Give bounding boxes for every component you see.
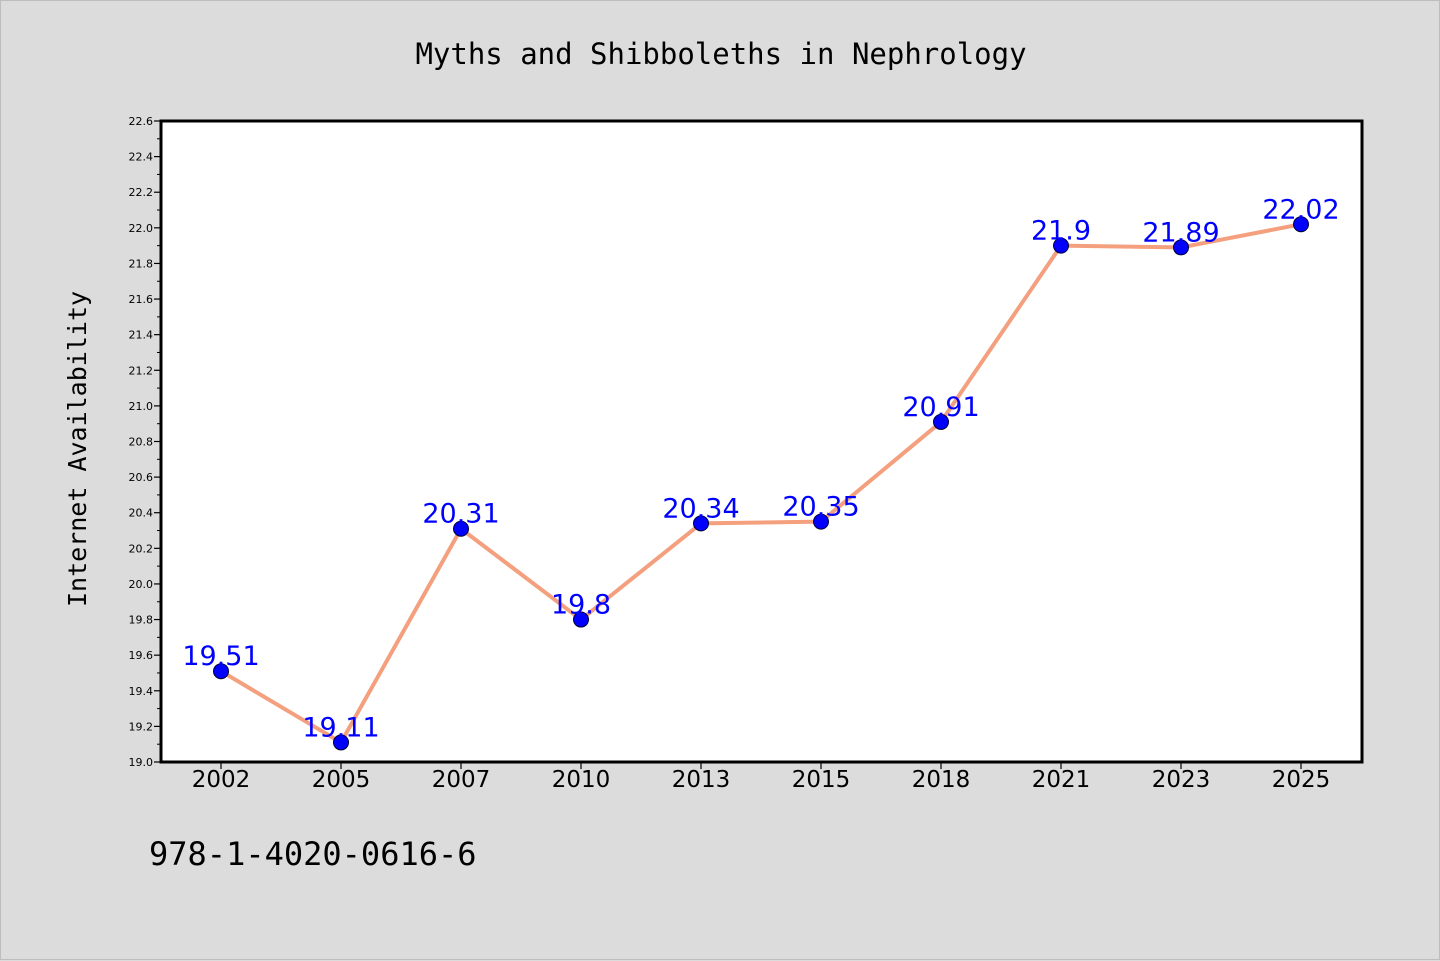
y-axis-label: Internet Availability [63,291,92,607]
data-point-marker [453,520,469,537]
x-tick-label: 2010 [552,767,611,793]
x-tick-label: 2021 [1032,767,1091,793]
data-point-marker [933,413,949,430]
y-tick-label: 19.0 [129,756,154,769]
data-point-marker [1293,216,1309,233]
y-tick-label: 20.4 [129,507,154,520]
y-tick-label: 22.0 [129,222,154,235]
plot-area [159,119,1364,764]
x-tick-label: 2007 [432,767,491,793]
data-point-marker [573,611,589,628]
y-tick-label: 21.0 [129,400,154,413]
y-tick-label: 20.6 [129,471,154,484]
data-label: 21.89 [1142,217,1219,248]
y-tick-label: 20.0 [129,578,154,591]
y-tick-label: 19.6 [129,649,154,662]
y-tick-label: 21.2 [129,364,154,377]
x-tick-label: 2002 [192,767,251,793]
x-tick-label: 2023 [1152,767,1211,793]
data-label: 21.9 [1031,216,1091,247]
y-tick-label: 19.2 [129,720,154,733]
data-label: 20.35 [782,492,859,523]
data-label: 19.8 [551,590,611,621]
isbn-text: 978-1-4020-0616-6 [149,835,477,873]
series-line-group [213,216,1309,751]
y-tick-label: 21.8 [129,257,154,270]
data-point-marker [1053,237,1069,254]
data-labels-group: 19.51 19.11 20.31 19.8 20.34 20.35 20.91 21.9 21… [182,194,1339,743]
y-tick-label: 19.8 [129,614,154,627]
series-line [219,222,1303,745]
y-tick-label: 21.6 [129,293,154,306]
x-tick-label: 2013 [672,767,731,793]
data-label: 20.31 [422,499,499,530]
data-label: 22.02 [1262,194,1339,225]
x-tick-label: 2018 [912,767,971,793]
data-label: 20.34 [662,493,739,524]
data-point-marker [813,513,829,530]
data-label: 19.11 [302,712,379,743]
data-label: 19.51 [182,641,259,672]
y-tick-label: 21.4 [129,329,154,342]
y-tick-label: 22.4 [129,151,154,164]
data-point-marker [693,515,709,532]
data-point-marker [1173,239,1189,256]
y-tick-label: 22.6 [129,115,154,128]
y-tick-label: 20.8 [129,436,154,449]
y-tick-label: 20.2 [129,542,154,555]
axis-ticks: 19.0 19.2 19.4 19.6 19.8 20.0 20.2 20.4 20.6 20.8… [129,115,1331,793]
y-tick-label: 22.2 [129,186,154,199]
x-tick-label: 2025 [1272,767,1331,793]
data-point-marker [213,663,229,680]
chart-title: Myths and Shibboleths in Nephrology [415,37,1026,71]
data-point-marker [333,734,349,751]
y-tick-label: 19.4 [129,685,154,698]
x-tick-label: 2005 [312,767,371,793]
data-label: 20.91 [902,392,979,423]
x-tick-label: 2015 [792,767,851,793]
